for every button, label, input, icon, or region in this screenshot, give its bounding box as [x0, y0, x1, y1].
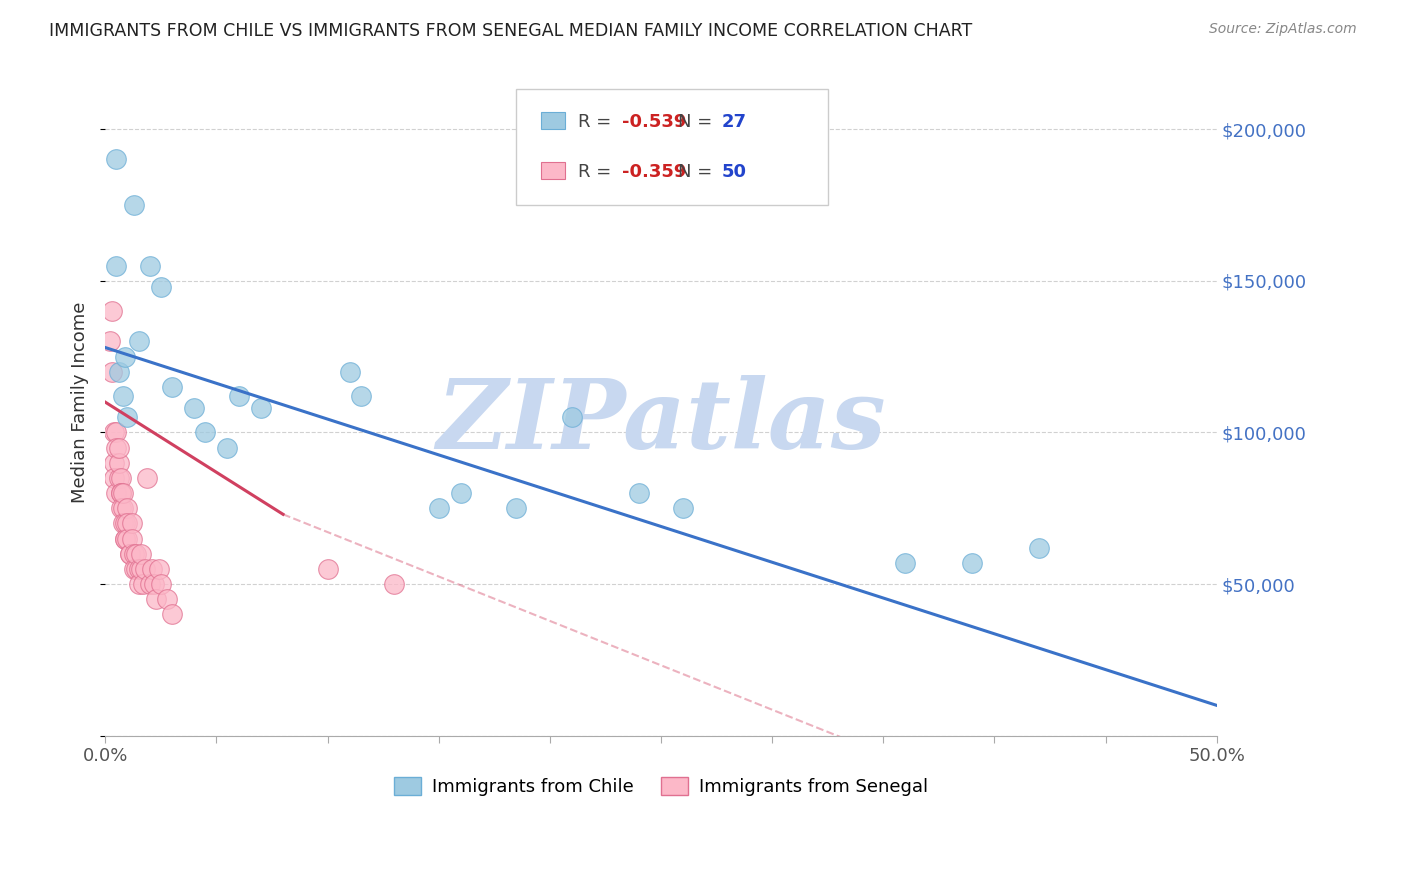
Point [138, 259, 160, 273]
Point [105, 486, 128, 500]
Point [960, 556, 983, 570]
FancyBboxPatch shape [541, 112, 565, 129]
Point [111, 516, 134, 531]
Point [118, 547, 141, 561]
Point [427, 501, 450, 516]
Point [121, 532, 143, 546]
Point [107, 441, 129, 455]
Point [149, 577, 172, 591]
Point [110, 501, 132, 516]
Point [183, 401, 205, 416]
Point [111, 486, 134, 500]
Point [138, 577, 160, 591]
Point [105, 259, 128, 273]
Text: 27: 27 [723, 113, 747, 131]
Point [136, 471, 159, 485]
Point [101, 304, 124, 318]
Legend: Immigrants from Chile, Immigrants from Senegal: Immigrants from Chile, Immigrants from S… [387, 770, 935, 804]
Point [121, 516, 143, 531]
Point [194, 425, 217, 440]
Point [103, 456, 125, 470]
Point [125, 547, 148, 561]
Point [143, 577, 166, 591]
Point [125, 562, 148, 576]
Point [111, 389, 134, 403]
Point [128, 577, 150, 591]
Text: R =: R = [578, 163, 617, 181]
Point [105, 441, 128, 455]
Text: -0.539: -0.539 [621, 113, 686, 131]
Text: R =: R = [578, 113, 617, 131]
Text: 50: 50 [723, 163, 747, 181]
Point [250, 401, 273, 416]
Point [117, 410, 139, 425]
Point [450, 486, 472, 500]
Point [110, 486, 132, 500]
Point [148, 562, 170, 576]
Point [627, 486, 650, 500]
Point [350, 389, 373, 403]
Point [1028, 541, 1050, 555]
Point [105, 153, 128, 167]
Point [129, 547, 152, 561]
Point [114, 516, 136, 531]
Text: Source: ZipAtlas.com: Source: ZipAtlas.com [1209, 22, 1357, 37]
Point [110, 471, 132, 485]
Text: IMMIGRANTS FROM CHILE VS IMMIGRANTS FROM SENEGAL MEDIAN FAMILY INCOME CORRELATIO: IMMIGRANTS FROM CHILE VS IMMIGRANTS FROM… [49, 22, 973, 40]
Point [129, 562, 152, 576]
Point [561, 410, 583, 425]
Point [110, 486, 132, 500]
Point [217, 441, 239, 455]
Point [117, 516, 139, 531]
Point [894, 556, 917, 570]
Point [160, 607, 183, 622]
FancyBboxPatch shape [541, 161, 565, 179]
Point [228, 389, 250, 403]
Point [149, 280, 172, 294]
Point [114, 532, 136, 546]
Point [105, 425, 128, 440]
Y-axis label: Median Family Income: Median Family Income [72, 301, 89, 503]
Point [98, 334, 121, 349]
Point [141, 562, 163, 576]
Point [382, 577, 405, 591]
Point [107, 471, 129, 485]
Point [107, 456, 129, 470]
Point [103, 425, 125, 440]
Point [132, 577, 155, 591]
Point [118, 547, 141, 561]
Text: ZIPatlas: ZIPatlas [436, 376, 886, 469]
Point [128, 334, 150, 349]
Point [145, 592, 167, 607]
Text: N =: N = [678, 113, 717, 131]
Point [111, 501, 134, 516]
Point [107, 365, 129, 379]
Point [114, 350, 136, 364]
Point [505, 501, 527, 516]
Point [672, 501, 695, 516]
Point [156, 592, 179, 607]
Point [117, 532, 139, 546]
Point [128, 562, 150, 576]
Point [134, 562, 156, 576]
Point [160, 380, 183, 394]
Point [122, 562, 145, 576]
Point [103, 471, 125, 485]
Point [101, 365, 124, 379]
Point [316, 562, 339, 576]
Point [117, 501, 139, 516]
FancyBboxPatch shape [516, 88, 828, 205]
Point [122, 198, 145, 212]
Point [339, 365, 361, 379]
Text: -0.359: -0.359 [621, 163, 686, 181]
Text: N =: N = [678, 163, 717, 181]
Point [122, 547, 145, 561]
Point [114, 532, 136, 546]
